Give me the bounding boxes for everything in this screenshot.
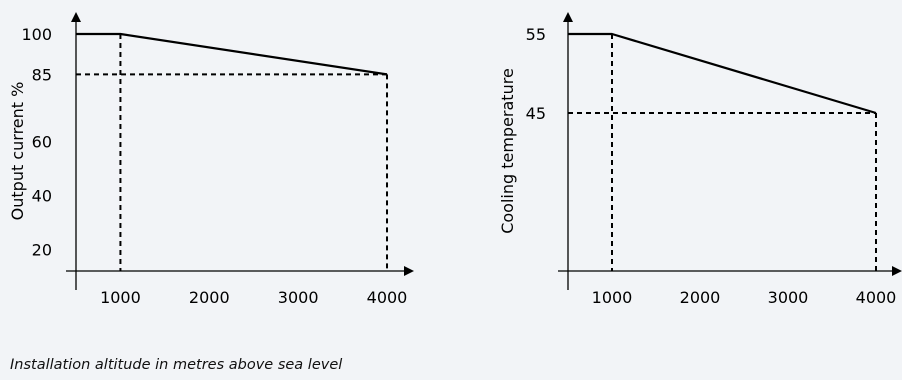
x-axis-caption: Installation altitude in metres above se… <box>10 357 342 373</box>
y-tick-label: 85 <box>32 65 52 84</box>
x-axis-arrow <box>404 266 414 276</box>
y-tick-label: 40 <box>32 187 52 206</box>
y-tick-label: 100 <box>21 25 52 44</box>
x-tick-label: 4000 <box>856 288 897 307</box>
series-line-1 <box>76 34 387 74</box>
x-tick-label: 2000 <box>680 288 721 307</box>
y-axis-label: Output current % <box>8 82 27 221</box>
y-tick-label: 60 <box>32 133 52 152</box>
x-tick-label: 1000 <box>592 288 633 307</box>
x-tick-label: 1000 <box>100 288 141 307</box>
x-tick-label: 3000 <box>278 288 319 307</box>
y-tick-label: 45 <box>526 104 546 123</box>
y-axis-label: Cooling temperature <box>498 68 517 234</box>
x-tick-label: 2000 <box>189 288 230 307</box>
chart-2: 1000 2000 3000 4000 45 55 Cooling temperature <box>498 12 902 307</box>
y-axis-arrow <box>71 12 81 22</box>
y-tick-label: 55 <box>526 25 546 44</box>
x-tick-label: 3000 <box>768 288 809 307</box>
chart-1: 1000 2000 3000 4000 20 40 60 85 100 Output curren… <box>8 12 414 307</box>
series-line-1 <box>568 34 876 113</box>
y-axis-arrow <box>563 12 573 22</box>
y-tick-label: 20 <box>32 240 52 259</box>
x-axis-arrow <box>892 266 902 276</box>
x-tick-label: 4000 <box>367 288 408 307</box>
